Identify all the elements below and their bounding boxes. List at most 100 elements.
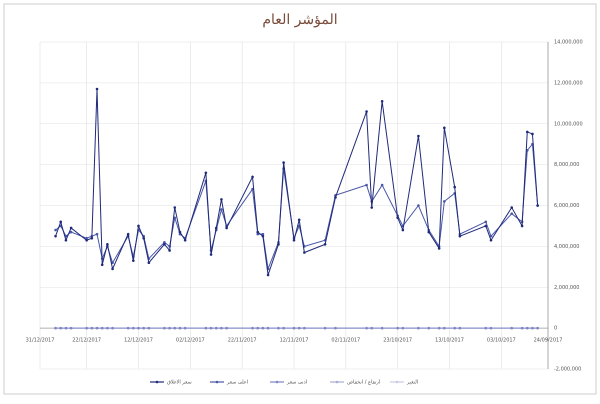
x-tick-label: 12/11/2017 xyxy=(280,338,309,344)
legend-marker xyxy=(275,380,279,384)
point xyxy=(251,326,254,330)
y-tick-label: -2,000,000 xyxy=(554,367,581,373)
point xyxy=(163,326,166,330)
point xyxy=(69,326,73,330)
point xyxy=(126,232,130,236)
x-tick-label: 02/11/2017 xyxy=(331,338,360,344)
y-tick-label: 10,000,000 xyxy=(554,121,583,127)
point xyxy=(323,243,327,246)
point xyxy=(59,220,63,224)
point xyxy=(525,130,529,134)
point xyxy=(303,251,306,254)
y-tick-label: 4,000,000 xyxy=(554,244,579,250)
legend-marker xyxy=(215,380,219,384)
point xyxy=(443,326,446,330)
point xyxy=(137,326,140,330)
point xyxy=(261,234,265,238)
y-tick-label: 6,000,000 xyxy=(554,203,579,209)
point xyxy=(126,326,130,330)
point xyxy=(54,228,57,232)
point xyxy=(163,240,166,244)
point xyxy=(69,230,73,234)
point xyxy=(220,198,223,201)
x-tick-label: 31/12/2017 xyxy=(26,338,55,344)
point xyxy=(370,326,374,330)
point xyxy=(95,87,99,91)
y-tick-label: 0 xyxy=(554,326,557,332)
point xyxy=(334,196,337,199)
point xyxy=(323,326,327,330)
point xyxy=(147,326,151,330)
point xyxy=(525,326,529,330)
point xyxy=(401,228,405,232)
legend-label: التغير xyxy=(406,380,418,386)
point xyxy=(90,236,94,240)
point xyxy=(132,326,135,330)
x-tick-label: 12/12/2017 xyxy=(124,338,153,344)
point xyxy=(437,326,441,330)
point xyxy=(214,326,218,330)
point xyxy=(520,224,524,228)
point xyxy=(531,326,534,330)
point xyxy=(183,326,187,330)
point xyxy=(256,230,260,234)
point xyxy=(173,206,177,209)
point xyxy=(204,171,208,175)
point xyxy=(183,238,187,242)
point xyxy=(458,234,462,238)
point xyxy=(458,326,462,330)
point xyxy=(132,259,135,262)
point xyxy=(168,326,171,330)
point xyxy=(380,183,384,187)
point xyxy=(536,326,539,330)
point xyxy=(396,216,399,220)
point xyxy=(256,326,260,330)
point xyxy=(277,326,280,330)
point xyxy=(142,326,145,330)
point xyxy=(531,132,534,136)
point xyxy=(396,326,399,330)
legend-label: سعر الاغلاق xyxy=(167,380,192,386)
y-tick-label: 12,000,000 xyxy=(554,80,583,86)
point xyxy=(489,234,493,238)
point xyxy=(69,226,73,230)
series-line xyxy=(55,88,539,276)
point xyxy=(220,326,223,330)
point xyxy=(443,126,446,130)
point xyxy=(443,200,446,203)
point xyxy=(401,326,405,330)
point xyxy=(85,236,88,240)
point xyxy=(370,206,374,209)
point xyxy=(214,226,218,230)
x-tick-label: 02/12/2017 xyxy=(176,338,205,344)
point xyxy=(453,185,456,189)
point xyxy=(95,232,99,236)
point xyxy=(225,326,228,330)
point xyxy=(59,326,63,330)
point xyxy=(292,326,296,330)
point xyxy=(510,206,514,209)
legend-marker xyxy=(335,380,339,384)
point xyxy=(163,243,166,246)
point xyxy=(111,326,114,330)
point xyxy=(106,243,109,246)
y-tick-label: 2,000,000 xyxy=(554,285,579,291)
point xyxy=(111,267,114,271)
x-tick-label: 13/10/2017 xyxy=(435,338,464,344)
point xyxy=(282,161,285,164)
point xyxy=(173,326,177,330)
point xyxy=(303,326,306,330)
x-tick-label: 22/11/2017 xyxy=(228,338,257,344)
point xyxy=(178,230,182,234)
point xyxy=(417,326,420,330)
point xyxy=(334,326,337,330)
legend-marker xyxy=(155,380,159,384)
point xyxy=(100,326,104,330)
point xyxy=(261,326,265,330)
point xyxy=(90,326,94,330)
point xyxy=(204,326,208,330)
point xyxy=(380,99,384,103)
point xyxy=(178,326,182,330)
point xyxy=(484,224,488,228)
point xyxy=(168,249,171,252)
